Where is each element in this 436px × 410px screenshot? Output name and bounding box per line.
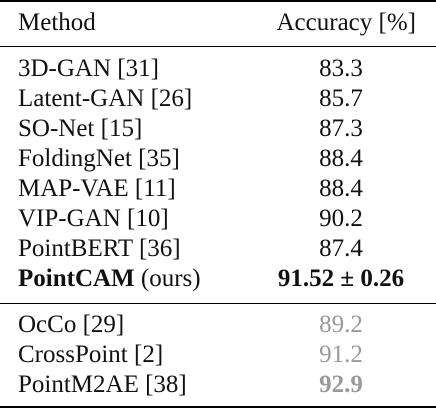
accuracy-cell: 87.3 — [319, 115, 363, 142]
method-cell: Latent-GAN [26] — [18, 85, 193, 112]
ours-suffix: (ours) — [134, 265, 201, 292]
accuracy-cell-gray: 91.2 — [319, 341, 363, 368]
table-header-row: Method Accuracy [%] — [0, 8, 436, 38]
method-header: Method — [18, 9, 96, 36]
top-rule — [0, 0, 436, 2]
table-row: CrossPoint [2] 91.2 — [0, 340, 436, 370]
method-cell: CrossPoint [2] — [18, 341, 164, 368]
table-row: OcCo [29] 89.2 — [0, 310, 436, 340]
method-cell: MAP-VAE [11] — [18, 175, 176, 202]
method-cell: PointBERT [36] — [18, 235, 181, 262]
accuracy-cell-gray: 89.2 — [319, 311, 363, 338]
pointcam-name: PointCAM — [18, 265, 135, 292]
accuracy-cell: 83.3 — [319, 55, 363, 82]
table-row-pointcam: PointCAM (ours) 91.52 ± 0.26 — [0, 264, 436, 294]
accuracy-cell-gray-bold: 92.9 — [319, 371, 363, 398]
table-row: MAP-VAE [11] 88.4 — [0, 174, 436, 204]
accuracy-cell: 88.4 — [319, 175, 363, 202]
section-rule — [0, 303, 436, 304]
method-cell: OcCo [29] — [18, 311, 125, 338]
table-row: VIP-GAN [10] 90.2 — [0, 204, 436, 234]
method-cell: PointM2AE [38] — [18, 371, 187, 398]
table-row: 3D-GAN [31] 83.3 — [0, 54, 436, 84]
method-cell: VIP-GAN [10] — [18, 205, 169, 232]
method-cell: 3D-GAN [31] — [18, 55, 159, 82]
accuracy-cell: 85.7 — [319, 85, 363, 112]
bottom-rule — [0, 406, 436, 408]
accuracy-cell: 88.4 — [319, 145, 363, 172]
accuracy-header: Accuracy [%] — [276, 9, 417, 36]
header-rule — [0, 46, 436, 47]
method-cell: FoldingNet [35] — [18, 145, 180, 172]
table-row: FoldingNet [35] 88.4 — [0, 144, 436, 174]
accuracy-cell: 90.2 — [319, 205, 363, 232]
table-row: PointM2AE [38] 92.9 — [0, 370, 436, 400]
table-row: SO-Net [15] 87.3 — [0, 114, 436, 144]
table-row: PointBERT [36] 87.4 — [0, 234, 436, 264]
method-cell: SO-Net [15] — [18, 115, 143, 142]
table-row: Latent-GAN [26] 85.7 — [0, 84, 436, 114]
method-cell: PointCAM (ours) — [18, 264, 201, 294]
accuracy-cell: 87.4 — [319, 235, 363, 262]
accuracy-cell-pointcam: 91.52 ± 0.26 — [277, 265, 405, 292]
